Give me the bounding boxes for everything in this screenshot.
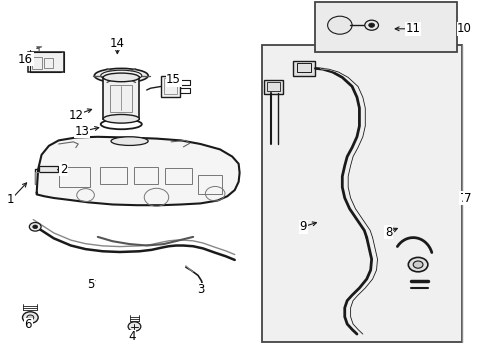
Bar bbox=[59, 167, 90, 187]
Text: 6: 6 bbox=[24, 318, 32, 331]
Ellipse shape bbox=[111, 137, 148, 145]
Text: 11: 11 bbox=[405, 22, 420, 35]
Bar bbox=[297, 63, 310, 72]
Text: 10: 10 bbox=[456, 22, 471, 35]
Bar bbox=[165, 168, 192, 184]
Text: 9: 9 bbox=[299, 220, 306, 233]
Text: 5: 5 bbox=[86, 278, 94, 291]
Bar bbox=[264, 80, 282, 94]
Text: 1: 1 bbox=[7, 193, 15, 206]
Ellipse shape bbox=[94, 68, 148, 83]
Circle shape bbox=[364, 20, 378, 30]
Text: 13: 13 bbox=[75, 125, 89, 138]
Bar bbox=[164, 78, 177, 94]
Circle shape bbox=[27, 315, 34, 320]
Circle shape bbox=[33, 225, 38, 229]
Text: 14: 14 bbox=[110, 37, 124, 50]
Bar bbox=[100, 167, 127, 184]
Text: 3: 3 bbox=[196, 283, 204, 296]
Ellipse shape bbox=[103, 73, 139, 82]
Bar bbox=[161, 76, 180, 97]
Text: 16: 16 bbox=[18, 53, 33, 66]
Bar bbox=[293, 61, 315, 76]
Circle shape bbox=[128, 322, 141, 331]
Text: 12: 12 bbox=[68, 109, 83, 122]
Polygon shape bbox=[37, 137, 239, 205]
Circle shape bbox=[29, 222, 41, 231]
Bar bbox=[261, 45, 461, 342]
Bar bbox=[198, 175, 222, 194]
Bar bbox=[44, 58, 53, 68]
Circle shape bbox=[22, 312, 38, 323]
Circle shape bbox=[412, 261, 422, 268]
Bar bbox=[134, 167, 158, 184]
Text: 7: 7 bbox=[459, 192, 467, 204]
Circle shape bbox=[368, 23, 374, 27]
Bar bbox=[28, 52, 63, 72]
Text: 2: 2 bbox=[60, 163, 67, 176]
Text: 8: 8 bbox=[384, 226, 392, 239]
Text: 4: 4 bbox=[128, 330, 136, 343]
Text: 15: 15 bbox=[166, 73, 181, 86]
Bar bbox=[266, 82, 279, 91]
Bar bbox=[110, 85, 132, 112]
Circle shape bbox=[327, 16, 351, 34]
Text: 7: 7 bbox=[463, 192, 470, 204]
Ellipse shape bbox=[103, 114, 139, 123]
Bar bbox=[39, 166, 58, 172]
Bar bbox=[102, 77, 139, 119]
Bar bbox=[32, 57, 41, 69]
Circle shape bbox=[407, 257, 427, 272]
Bar bbox=[315, 2, 456, 52]
